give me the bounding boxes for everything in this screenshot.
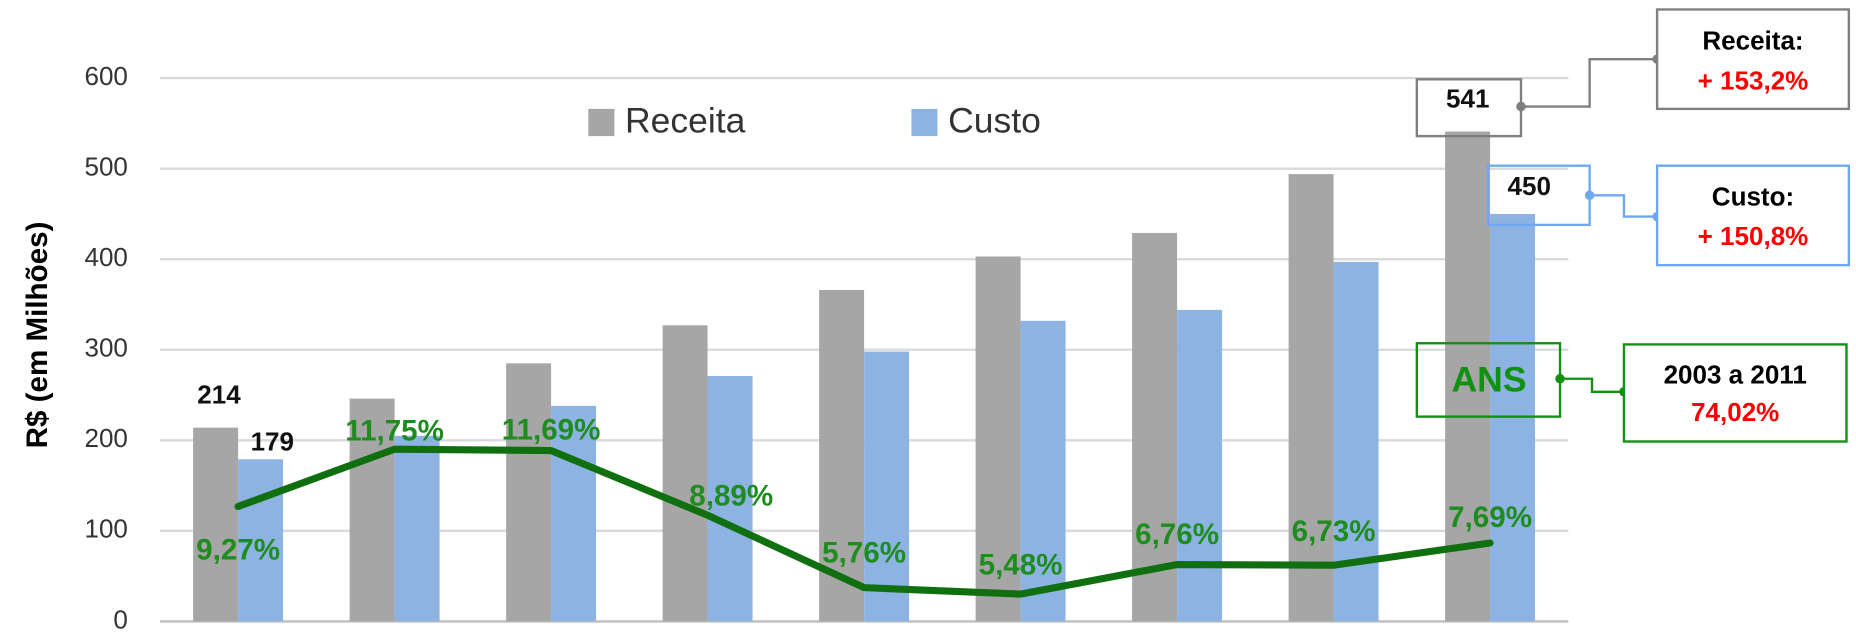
line [234,445,1494,598]
y-axis-label: R$ (em Milhões) [21,222,54,449]
data-label: 5,48% [979,549,1063,582]
connector [1560,377,1624,393]
callout-title: Receita: [1702,25,1803,55]
bar [193,427,239,622]
data-label: 179 [251,427,294,457]
callout-value: + 153,2% [1698,66,1809,96]
callout-title: Custo: [1712,182,1794,212]
callout-box [1655,164,1851,267]
bar [1132,232,1178,622]
data-label: 450 [1508,171,1551,201]
callout-label: ANS [1452,360,1527,400]
bar [551,405,597,622]
data-label: 11,75% [345,414,444,447]
bar [819,289,865,622]
legend-swatch [588,108,615,137]
callout-value: 74,02% [1691,397,1779,427]
connector-dot [1516,101,1526,112]
data-label: 6,73% [1292,515,1376,548]
y-tick-label: 300 [84,333,127,363]
callout-box [1622,343,1848,443]
bar [864,351,910,622]
bar [394,435,440,622]
y-tick-label: 200 [84,423,127,453]
y-tick-label: 400 [84,242,127,272]
bar [1445,131,1491,622]
legend-label: Receita [625,100,746,140]
data-label: 11,69% [502,413,601,446]
legend-label: Custo [948,100,1041,140]
bar [975,256,1021,622]
legend-swatch [911,108,938,137]
data-label: 8,89% [689,479,773,512]
connector-dot [1555,374,1565,384]
bar [238,459,284,622]
callout-value: + 150,8% [1698,221,1809,251]
bar [349,398,395,622]
data-label: 7,69% [1448,501,1532,534]
bar [707,376,753,622]
bar [1020,320,1066,622]
connector [1589,194,1658,218]
y-tick-label: 500 [84,152,127,182]
callout-title: 2003 a 2011 [1664,359,1807,389]
y-tick-label: 0 [113,604,127,634]
data-label: 5,76% [822,536,906,569]
bar [1288,174,1334,622]
callout-box [1655,8,1851,111]
connector [1520,57,1658,108]
data-label: 541 [1446,84,1489,114]
data-label: 214 [197,379,241,409]
bar [1177,309,1223,622]
y-tick-label: 100 [84,514,127,544]
connector-dot [1584,190,1595,201]
bar [662,325,708,622]
y-tick-label: 600 [84,61,127,91]
bar [506,363,552,622]
data-label: 6,76% [1135,518,1219,551]
data-label: 9,27% [196,533,280,566]
